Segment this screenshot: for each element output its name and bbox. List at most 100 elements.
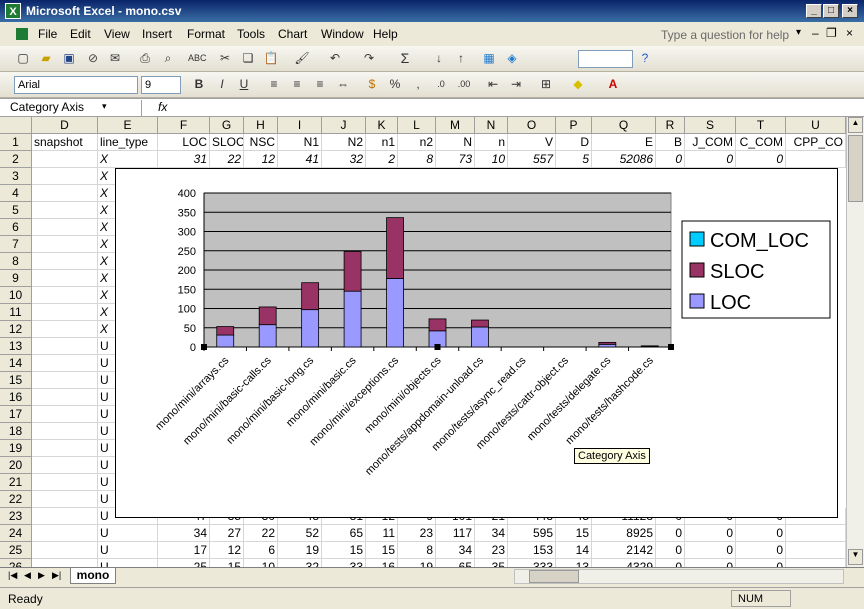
fill-color-icon[interactable]: ◆: [573, 77, 583, 91]
select-all-corner[interactable]: [0, 117, 32, 134]
cell[interactable]: 595: [508, 525, 556, 542]
column-header[interactable]: L: [398, 117, 436, 134]
row-header[interactable]: 19: [0, 440, 32, 457]
cell[interactable]: 15: [556, 525, 592, 542]
cell[interactable]: 0: [656, 525, 685, 542]
row-header[interactable]: 5: [0, 202, 32, 219]
cell[interactable]: 31: [158, 151, 210, 168]
cell[interactable]: 23: [398, 525, 436, 542]
cell[interactable]: 14: [556, 542, 592, 559]
last-sheet-icon[interactable]: ▶|: [52, 570, 62, 580]
cell[interactable]: 10: [475, 151, 508, 168]
scroll-up-icon[interactable]: ▲: [848, 117, 863, 133]
cell[interactable]: 0: [685, 542, 736, 559]
cell[interactable]: N2: [322, 134, 366, 151]
comma-icon[interactable]: ,: [416, 77, 420, 91]
row-header[interactable]: 10: [0, 287, 32, 304]
cell[interactable]: line_type: [98, 134, 158, 151]
cell[interactable]: [32, 287, 98, 304]
hscroll-thumb[interactable]: [529, 570, 579, 583]
row-header[interactable]: 13: [0, 338, 32, 355]
row-header[interactable]: 1: [0, 134, 32, 151]
cell[interactable]: N1: [278, 134, 322, 151]
cell[interactable]: 65: [322, 525, 366, 542]
currency-icon[interactable]: $: [368, 77, 376, 91]
cell[interactable]: [32, 508, 98, 525]
cell[interactable]: 11: [366, 525, 398, 542]
row-header[interactable]: 8: [0, 253, 32, 270]
stacked-bar-chart[interactable]: 0 50 100 150 200 250 300 350 400 mono/mini/arrays…: [116, 169, 837, 517]
menu-edit[interactable]: Edit: [70, 27, 91, 41]
cell[interactable]: [32, 253, 98, 270]
row-header[interactable]: 22: [0, 491, 32, 508]
column-header[interactable]: G: [210, 117, 244, 134]
cell[interactable]: 12: [210, 542, 244, 559]
menu-format[interactable]: Format: [187, 27, 226, 41]
cell[interactable]: [32, 559, 98, 567]
column-header[interactable]: F: [158, 117, 210, 134]
align-left-icon[interactable]: ≡: [270, 77, 278, 91]
column-header[interactable]: D: [32, 117, 98, 134]
cell[interactable]: [32, 338, 98, 355]
cell[interactable]: n: [475, 134, 508, 151]
redo-icon[interactable]: ↷: [363, 51, 375, 65]
cell[interactable]: 4329: [592, 559, 656, 567]
cell[interactable]: [32, 270, 98, 287]
cell[interactable]: [32, 491, 98, 508]
row-header[interactable]: 3: [0, 168, 32, 185]
print-preview-icon[interactable]: ⌕: [164, 51, 172, 65]
row-header[interactable]: 14: [0, 355, 32, 372]
row-header[interactable]: 17: [0, 406, 32, 423]
row-header[interactable]: 18: [0, 423, 32, 440]
column-header[interactable]: E: [98, 117, 158, 134]
cell[interactable]: 34: [475, 525, 508, 542]
maximize-button[interactable]: □: [823, 4, 839, 18]
cell[interactable]: NSC: [244, 134, 278, 151]
cell[interactable]: E: [592, 134, 656, 151]
cell[interactable]: 0: [656, 151, 685, 168]
cell[interactable]: 15: [366, 542, 398, 559]
cell[interactable]: 5: [556, 151, 592, 168]
cell[interactable]: [32, 406, 98, 423]
cell[interactable]: [32, 389, 98, 406]
vertical-scrollbar[interactable]: ▲ ▼: [846, 117, 864, 567]
cell[interactable]: B: [656, 134, 685, 151]
cell[interactable]: [32, 151, 98, 168]
undo-icon[interactable]: ↶: [329, 51, 341, 65]
autosum-icon[interactable]: Σ: [400, 50, 410, 66]
row-header[interactable]: 6: [0, 219, 32, 236]
next-sheet-icon[interactable]: ▶: [38, 570, 45, 580]
cell[interactable]: 10: [244, 559, 278, 567]
merge-center-icon[interactable]: ⇔: [337, 77, 349, 91]
doc-close-button[interactable]: ×: [846, 26, 854, 40]
cell[interactable]: [786, 151, 846, 168]
cell[interactable]: V: [508, 134, 556, 151]
column-header[interactable]: U: [786, 117, 846, 134]
menu-tools[interactable]: Tools: [237, 27, 266, 41]
cell[interactable]: N: [436, 134, 475, 151]
row-header[interactable]: 26: [0, 559, 32, 567]
cell[interactable]: 557: [508, 151, 556, 168]
cell[interactable]: n1: [366, 134, 398, 151]
print-icon[interactable]: ⎙: [140, 51, 150, 65]
horizontal-scrollbar[interactable]: [514, 569, 844, 584]
menu-window[interactable]: Window: [321, 27, 364, 41]
cell[interactable]: 0: [736, 525, 786, 542]
cell[interactable]: 22: [210, 151, 244, 168]
column-header[interactable]: J: [322, 117, 366, 134]
copy-icon[interactable]: ❏: [242, 51, 254, 65]
menu-view[interactable]: View: [104, 27, 130, 41]
cell[interactable]: 0: [656, 542, 685, 559]
borders-icon[interactable]: ⊞: [540, 77, 552, 91]
help-icon[interactable]: ?: [641, 51, 649, 65]
cell[interactable]: 117: [436, 525, 475, 542]
zoom-combo[interactable]: [578, 50, 633, 68]
open-icon[interactable]: ▰: [41, 51, 51, 65]
bold-button[interactable]: B: [194, 77, 204, 91]
sort-desc-icon[interactable]: ↑: [458, 51, 464, 65]
increase-decimal-icon[interactable]: .0: [437, 79, 445, 89]
row-header[interactable]: 25: [0, 542, 32, 559]
cell[interactable]: 6: [244, 542, 278, 559]
cell[interactable]: snapshot: [32, 134, 98, 151]
row-header[interactable]: 21: [0, 474, 32, 491]
